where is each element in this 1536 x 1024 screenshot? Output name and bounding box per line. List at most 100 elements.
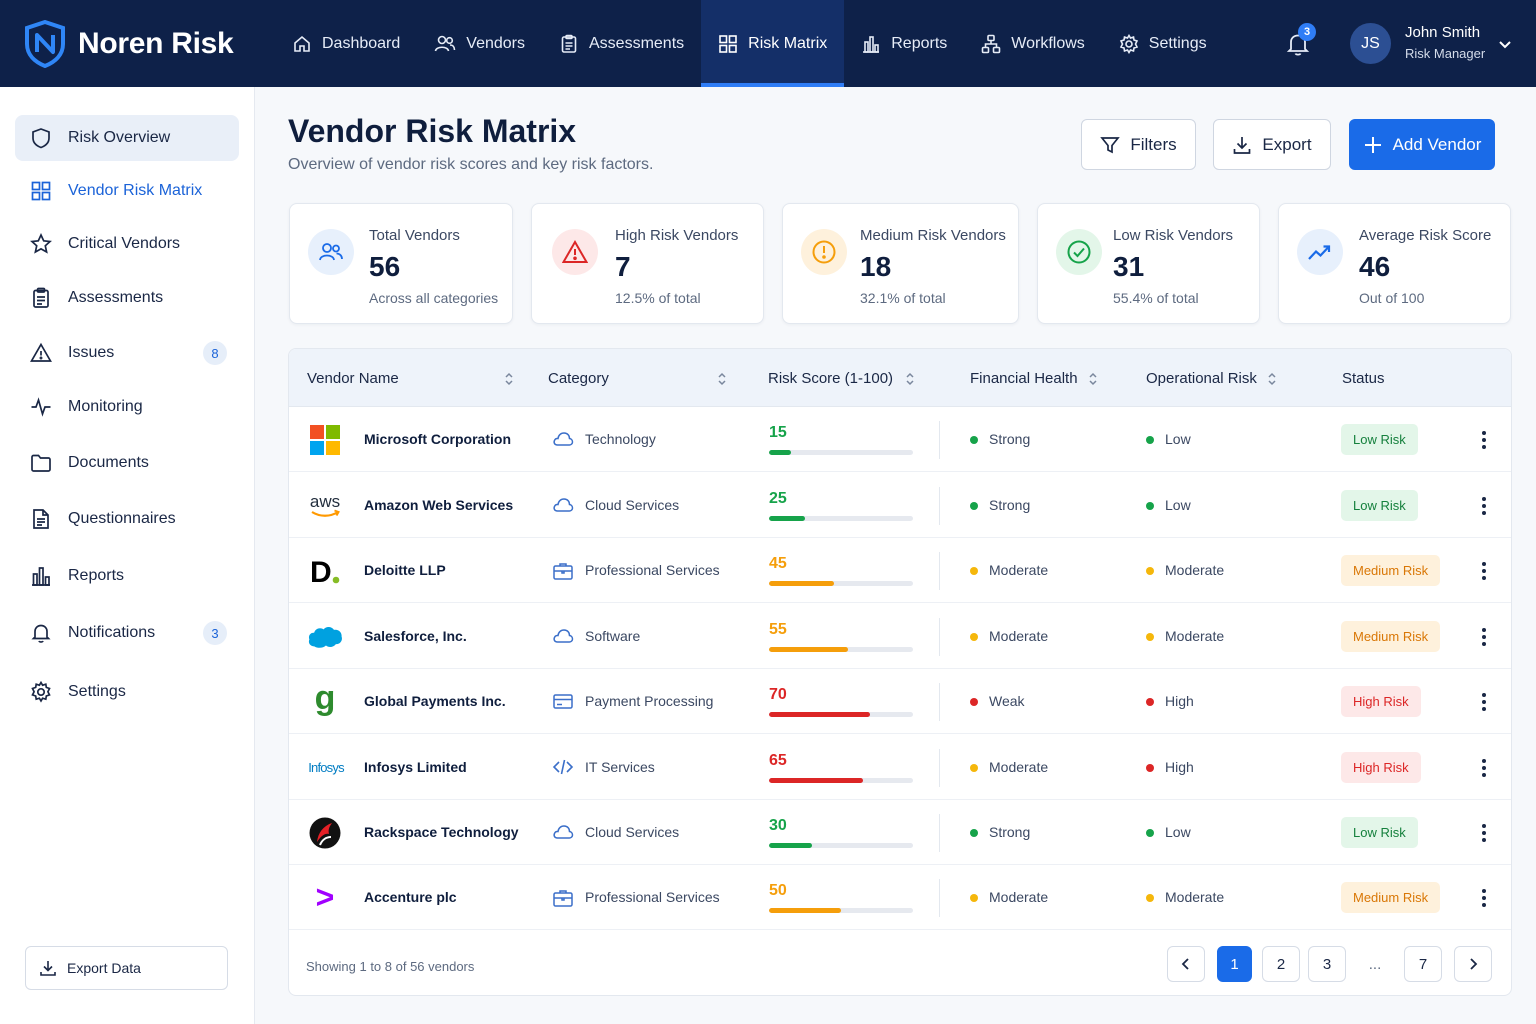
- sidebar-item-vendor-risk-matrix[interactable]: Vendor Risk Matrix: [15, 168, 239, 214]
- sidebar-item-issues[interactable]: Issues 8: [15, 330, 239, 376]
- risk-score-bar: [769, 778, 913, 783]
- vendor-name[interactable]: Rackspace Technology: [364, 824, 519, 840]
- nav-vendors[interactable]: Vendors: [417, 0, 542, 87]
- risk-score-bar-fill: [769, 516, 805, 521]
- sidebar-item-settings[interactable]: Settings: [15, 669, 239, 715]
- table-row[interactable]: D Deloitte LLP Professional Services 45 …: [289, 538, 1511, 603]
- stat-note: 55.4% of total: [1113, 290, 1199, 306]
- bell-icon: [30, 622, 52, 644]
- nav-workflows[interactable]: Workflows: [964, 0, 1102, 87]
- sort-icon[interactable]: [905, 371, 915, 387]
- vendor-name[interactable]: Deloitte LLP: [364, 562, 446, 578]
- table-row[interactable]: Microsoft Corporation Technology 15 Stro…: [289, 407, 1511, 472]
- sidebar-item-questionnaires[interactable]: Questionnaires: [15, 496, 239, 542]
- nav-risk-matrix[interactable]: Risk Matrix: [701, 0, 845, 87]
- more-options-icon[interactable]: [1478, 888, 1490, 908]
- add-vendor-button[interactable]: Add Vendor: [1349, 119, 1495, 170]
- home-icon: [292, 34, 312, 54]
- operational-risk-dot: [1146, 567, 1154, 575]
- more-options-icon[interactable]: [1478, 561, 1490, 581]
- table-row[interactable]: g Global Payments Inc. Payment Processin…: [289, 669, 1511, 734]
- filter-icon: [1100, 135, 1121, 155]
- notification-count-badge: 3: [1298, 23, 1316, 41]
- more-options-icon[interactable]: [1478, 692, 1490, 712]
- star-icon: [30, 233, 52, 255]
- sidebar-item-assessments[interactable]: Assessments: [15, 275, 239, 321]
- operational-risk: Moderate: [1165, 562, 1225, 578]
- risk-score: 65: [769, 752, 787, 769]
- more-options-icon[interactable]: [1478, 758, 1490, 778]
- sidebar-item-notifications[interactable]: Notifications 3: [15, 610, 239, 656]
- nav-dashboard[interactable]: Dashboard: [275, 0, 417, 87]
- nav-reports[interactable]: Reports: [844, 0, 964, 87]
- filters-button[interactable]: Filters: [1081, 119, 1196, 170]
- vendor-name[interactable]: Accenture plc: [364, 889, 457, 905]
- column-header-vendor-name[interactable]: Vendor Name: [307, 370, 399, 387]
- infosys-logo-text: Infosys: [308, 760, 345, 775]
- sidebar-item-monitoring[interactable]: Monitoring: [15, 384, 239, 430]
- chevron-down-icon[interactable]: [1497, 36, 1513, 52]
- stat-note: Across all categories: [369, 290, 499, 306]
- grid-icon: [718, 34, 738, 54]
- sidebar-item-reports[interactable]: Reports: [15, 553, 239, 599]
- stat-card-average-score: Average Risk Score 46 Out of 100: [1278, 203, 1511, 324]
- column-divider: [939, 879, 940, 917]
- gear-icon: [30, 681, 52, 703]
- vendor-name[interactable]: Amazon Web Services: [364, 497, 514, 513]
- table-row[interactable]: Infosys Infosys Limited IT Services 65 M…: [289, 735, 1511, 800]
- financial-health: Strong: [989, 824, 1031, 840]
- page-subtitle: Overview of vendor risk scores and key r…: [288, 156, 654, 173]
- previous-page-button[interactable]: [1167, 946, 1205, 982]
- column-header-financial-health[interactable]: Financial Health: [970, 370, 1078, 387]
- operational-risk: Low: [1165, 431, 1191, 447]
- risk-score: 30: [769, 817, 787, 834]
- risk-score-bar: [769, 581, 913, 586]
- risk-score-bar-fill: [769, 843, 813, 848]
- avatar[interactable]: JS: [1350, 23, 1391, 64]
- page-button-1[interactable]: 1: [1217, 946, 1252, 982]
- aws-logo-text: aws: [310, 492, 340, 511]
- sidebar-item-label: Critical Vendors: [68, 235, 181, 252]
- stat-label: Average Risk Score: [1359, 227, 1492, 244]
- top-navigation-bar: Noren Risk Dashboard Vendors Assessments…: [0, 0, 1536, 87]
- chevron-left-icon: [1179, 957, 1193, 971]
- sort-icon[interactable]: [1088, 371, 1098, 387]
- vendor-name[interactable]: Microsoft Corporation: [364, 431, 511, 447]
- stat-card-high-risk: High Risk Vendors 7 12.5% of total: [531, 203, 764, 324]
- sort-icon[interactable]: [504, 371, 514, 387]
- status-badge: Low Risk: [1341, 424, 1418, 455]
- table-row[interactable]: > Accenture plc Professional Services 50…: [289, 865, 1511, 930]
- nav-assessments[interactable]: Assessments: [542, 0, 701, 87]
- page-button-3[interactable]: 3: [1308, 946, 1346, 982]
- sidebar-item-risk-overview[interactable]: Risk Overview: [15, 115, 239, 161]
- column-header-risk-score[interactable]: Risk Score (1-100): [768, 370, 894, 387]
- column-header-category[interactable]: Category: [548, 370, 609, 387]
- issues-count-badge: 8: [203, 341, 227, 365]
- vendor-name[interactable]: Infosys Limited: [364, 759, 467, 775]
- sort-icon[interactable]: [1267, 371, 1277, 387]
- brand[interactable]: Noren Risk: [0, 19, 275, 68]
- column-header-operational-risk[interactable]: Operational Risk: [1146, 370, 1257, 387]
- table-row[interactable]: Salesforce, Inc. Software 55 Moderate Mo…: [289, 604, 1511, 669]
- vendor-name[interactable]: Salesforce, Inc.: [364, 628, 467, 644]
- export-data-button[interactable]: Export Data: [25, 946, 228, 990]
- more-options-icon[interactable]: [1478, 627, 1490, 647]
- infosys-logo: Infosys: [305, 752, 347, 784]
- nav-settings[interactable]: Settings: [1102, 0, 1224, 87]
- sort-icon[interactable]: [717, 371, 727, 387]
- sidebar-item-documents[interactable]: Documents: [15, 440, 239, 486]
- page-button-7[interactable]: 7: [1404, 946, 1442, 982]
- user-name[interactable]: John Smith: [1405, 24, 1481, 41]
- next-page-button[interactable]: [1454, 946, 1492, 982]
- sidebar-item-critical-vendors[interactable]: Critical Vendors: [15, 221, 239, 267]
- page-button-2[interactable]: 2: [1262, 946, 1300, 982]
- more-options-icon[interactable]: [1478, 430, 1490, 450]
- vendor-name[interactable]: Global Payments Inc.: [364, 693, 506, 709]
- table-row[interactable]: Rackspace Technology Cloud Services 30 S…: [289, 800, 1511, 865]
- more-options-icon[interactable]: [1478, 496, 1490, 516]
- more-options-icon[interactable]: [1478, 823, 1490, 843]
- table-row[interactable]: aws Amazon Web Services Cloud Services 2…: [289, 473, 1511, 538]
- stat-value: 56: [369, 251, 401, 282]
- export-button[interactable]: Export: [1213, 119, 1331, 170]
- accenture-logo: >: [307, 882, 343, 914]
